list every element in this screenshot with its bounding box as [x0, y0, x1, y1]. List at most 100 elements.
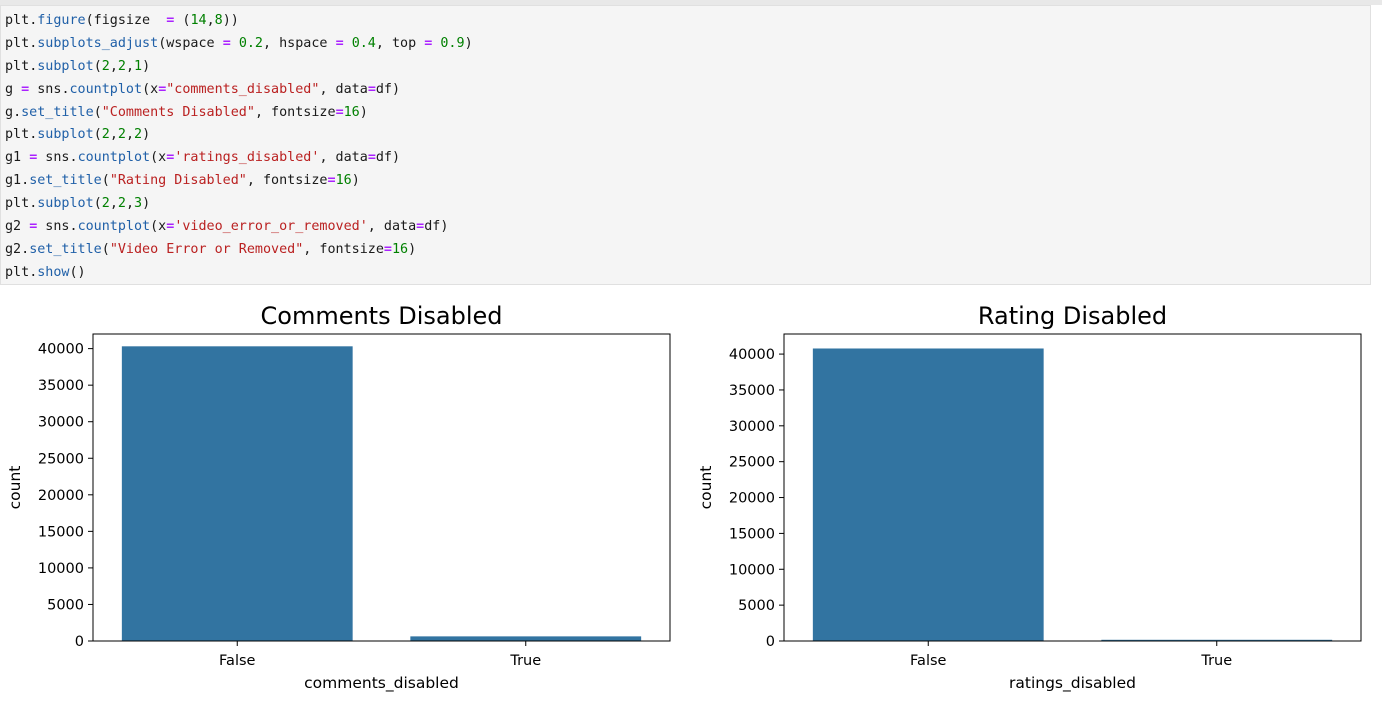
y-tick-label: 25000	[729, 455, 775, 471]
y-tick-label: 15000	[729, 526, 775, 542]
code-token: g2	[5, 241, 22, 257]
code-token: subplot	[37, 127, 94, 143]
code-token: =	[166, 13, 175, 28]
code-token: 2	[101, 127, 110, 143]
cell-output: 0 5000 10000 15000 20000 25000 30000 35000 40000…	[0, 290, 1382, 722]
code-token	[231, 36, 239, 51]
code-token: .	[29, 127, 38, 143]
plot-frame	[92, 333, 671, 642]
code-token: =	[166, 219, 175, 235]
code-token: .	[21, 173, 30, 189]
code-token: =	[335, 104, 344, 120]
y-tick-label: 10000	[729, 562, 775, 578]
code-token: 0.4	[351, 35, 376, 51]
code-token: )	[464, 35, 473, 51]
code-token: , fontsize	[303, 241, 384, 257]
code-token: , fontsize	[246, 173, 328, 189]
code-token: ,	[109, 196, 118, 212]
code-token: (wspace	[158, 35, 223, 51]
code-token: )	[359, 104, 368, 120]
code-line: g2 = sns.countplot(x='video_error_or_rem…	[5, 216, 473, 239]
code-token: (	[174, 13, 191, 28]
code-line: plt.figure(figsize = (14,8))	[5, 10, 473, 33]
code-token: 0.9	[440, 35, 465, 51]
code-token: .	[29, 196, 38, 212]
code-token: =	[21, 81, 30, 97]
code-token: plt	[5, 196, 30, 212]
code-token: (x	[150, 219, 167, 235]
y-tick-label: 20000	[729, 491, 775, 507]
chart-title: Comments Disabled	[261, 302, 503, 330]
code-token: 2	[101, 196, 110, 212]
code-token: df)	[375, 150, 401, 166]
y-tick-label: 30000	[38, 415, 84, 431]
code-line: g2.set_title("Video Error or Removed", f…	[5, 239, 473, 262]
code-cell[interactable]: plt.figure(figsize = (14,8)) plt.subplots…	[0, 5, 1371, 285]
code-line: plt.subplots_adjust(wspace = 0.2, hspace…	[5, 33, 473, 56]
code-token: , data	[367, 219, 417, 235]
y-tick-label: 40000	[729, 347, 775, 363]
code-token: =	[166, 150, 175, 166]
code-line: g = sns.countplot(x="comments_disabled",…	[5, 79, 473, 102]
code-token: 2	[117, 127, 126, 143]
code-token: (x	[150, 150, 167, 166]
code-token: =	[367, 81, 376, 97]
code-token: 1	[134, 58, 143, 74]
y-tick-label: 10000	[38, 561, 84, 577]
cell-top-divider	[0, 0, 1382, 5]
code-token: 2	[117, 58, 126, 74]
code-token: .	[69, 150, 78, 166]
code-token: sns	[37, 219, 70, 235]
code-token: subplot	[37, 196, 94, 212]
code-token: , fontsize	[254, 104, 336, 120]
code-token: 'ratings_disabled'	[174, 150, 320, 166]
y-tick-label: 0	[75, 634, 84, 650]
y-tick-label: 40000	[38, 342, 84, 358]
code-token: countplot	[77, 219, 151, 235]
bar-false	[121, 346, 353, 641]
code-token: "Comments Disabled"	[101, 104, 255, 120]
code-line: g1 = sns.countplot(x='ratings_disabled',…	[5, 147, 473, 170]
code-token: subplots_adjust	[37, 35, 159, 51]
code-token: 2	[117, 196, 126, 212]
code-token: ,	[109, 127, 118, 143]
x-tick-label: True	[509, 653, 541, 669]
code-token: ,	[125, 127, 134, 143]
code-token: (	[93, 58, 102, 74]
code-token: , hspace	[263, 35, 336, 51]
x-axis-label: comments_disabled	[304, 674, 459, 693]
code-token: sns	[29, 81, 62, 97]
code-token: )	[351, 173, 360, 189]
code-line: g1.set_title("Rating Disabled", fontsize…	[5, 170, 473, 193]
code-token: countplot	[77, 150, 151, 166]
code-token: =	[367, 150, 376, 166]
code-token: ()	[69, 264, 86, 280]
code-token: set_title	[21, 104, 94, 120]
code-token: ,	[125, 58, 134, 74]
code-token: )	[408, 241, 417, 257]
output-figure: 0 5000 10000 15000 20000 25000 30000 35000 40000…	[6, 302, 1362, 693]
chart-title: Rating Disabled	[978, 302, 1167, 330]
code-token: 'video_error_or_removed'	[174, 219, 368, 235]
y-axis-label: count	[6, 466, 24, 510]
code-token: 2	[134, 127, 143, 143]
code-token: =	[383, 241, 392, 257]
code-token: "Rating Disabled"	[109, 173, 247, 189]
code-token: =	[222, 35, 231, 51]
y-tick-label: 5000	[738, 598, 775, 614]
code-token: .	[29, 35, 38, 51]
code-token: )	[142, 58, 151, 74]
y-tick-label: 0	[766, 634, 775, 650]
x-axis-label: ratings_disabled	[1009, 674, 1136, 693]
code-line: plt.show()	[5, 262, 473, 285]
code-token: countplot	[69, 81, 143, 97]
code-token: 14	[190, 13, 207, 28]
code-token: =	[158, 81, 167, 97]
code-token: 16	[335, 173, 352, 189]
code-token: subplot	[37, 58, 94, 74]
code-token: 16	[391, 241, 409, 257]
code-token: show	[37, 264, 70, 280]
code-editor[interactable]: plt.figure(figsize = (14,8)) plt.subplots…	[5, 10, 473, 285]
code-token: , data	[319, 81, 368, 97]
code-token: g	[5, 104, 14, 120]
